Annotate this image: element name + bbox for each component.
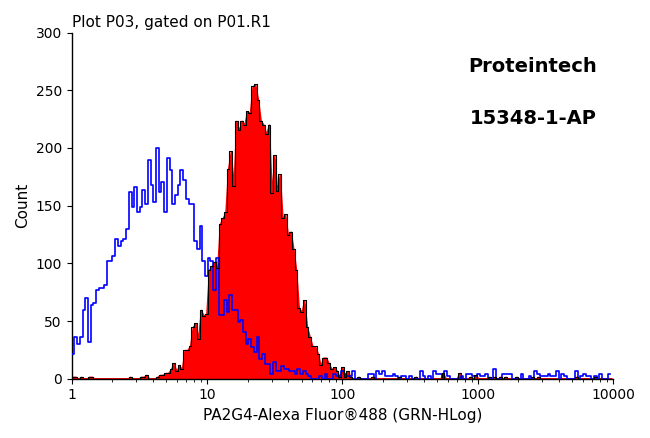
X-axis label: PA2G4-Alexa Fluor®488 (GRN-HLog): PA2G4-Alexa Fluor®488 (GRN-HLog)	[203, 408, 482, 423]
Text: Plot P03, gated on P01.R1: Plot P03, gated on P01.R1	[72, 15, 270, 30]
Text: Proteintech: Proteintech	[468, 57, 597, 76]
Text: 15348-1-AP: 15348-1-AP	[470, 109, 597, 128]
Y-axis label: Count: Count	[15, 183, 30, 228]
